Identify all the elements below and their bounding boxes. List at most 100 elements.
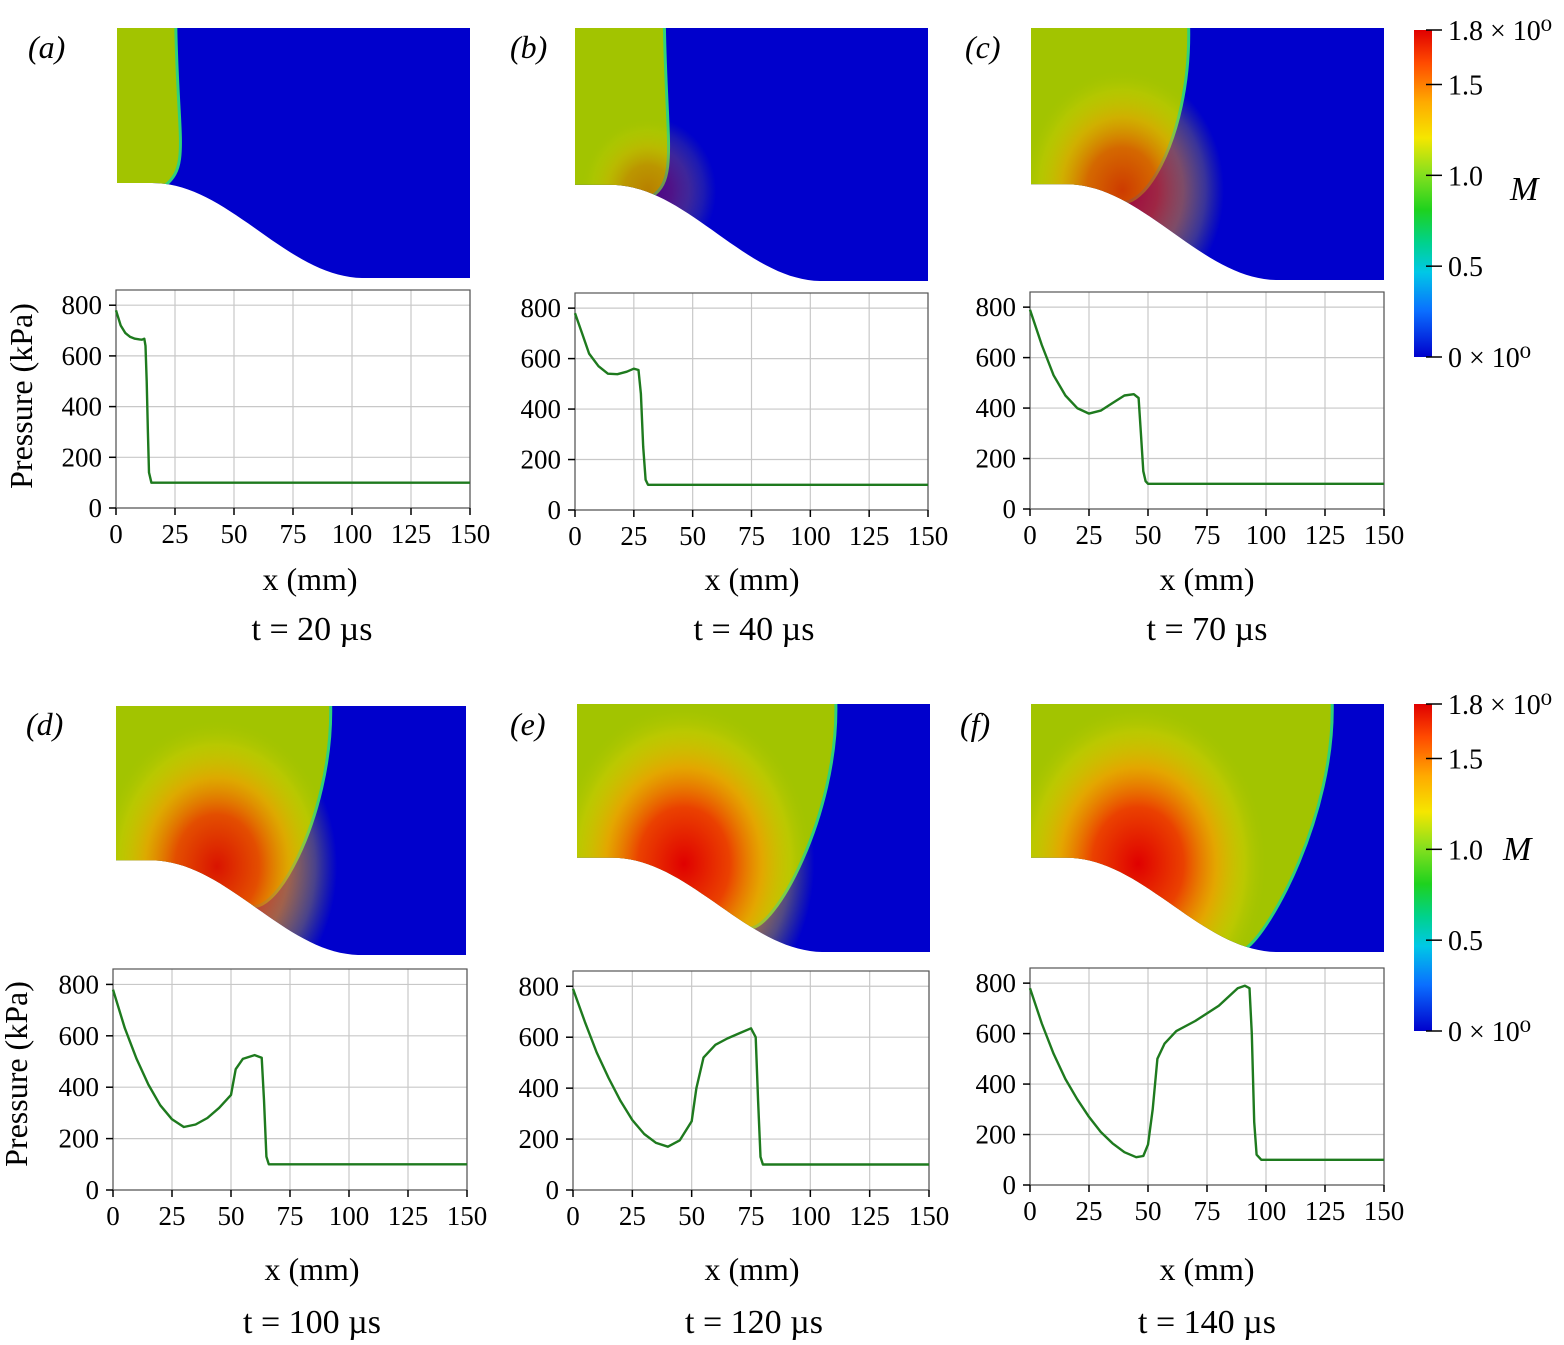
x-tick-label: 25	[620, 521, 647, 551]
y-tick-label: 400	[59, 1072, 100, 1102]
pressure-line	[114, 309, 470, 484]
y-tick-label: 0	[1003, 1170, 1017, 1200]
pressure-line	[571, 988, 929, 1166]
x-tick-label: 75	[1194, 1196, 1221, 1226]
pressure-plot: 0 25 50 75 100 125 150 0 200 400 600 800	[59, 968, 488, 1231]
time-label: t = 40 µs	[694, 611, 815, 648]
colorbar-tick-label: 1.0	[1448, 835, 1483, 866]
x-tick-label: 25	[159, 1201, 186, 1231]
y-tick-label: 200	[521, 445, 562, 475]
x-tick-label: 50	[679, 521, 706, 551]
x-axis-label: x (mm)	[262, 561, 357, 597]
y-tick-label: 400	[521, 394, 562, 424]
y-tick-label: 600	[519, 1022, 560, 1052]
contour-plot	[575, 28, 928, 281]
x-tick-label: 100	[332, 519, 373, 549]
panel-e: (e) 0 25 50 75 100 125 150 0 200 400 600 800 x (mm)…	[510, 704, 949, 1341]
colorbar-tick-label: 0 × 10⁰	[1448, 1017, 1531, 1048]
x-tick-label: 0	[1023, 1196, 1037, 1226]
y-tick-label: 200	[62, 442, 103, 472]
y-tick-label: 800	[59, 969, 100, 999]
high-mach-core	[577, 704, 815, 952]
shock-front	[1244, 704, 1334, 950]
x-tick-label: 50	[218, 1201, 245, 1231]
x-tick-label: 50	[678, 1201, 705, 1231]
shock-front	[163, 28, 182, 187]
pressure-plot: 0 25 50 75 100 125 150 0 200 400 600 800	[521, 292, 949, 551]
y-tick-label: 0	[546, 1175, 560, 1205]
colorbar-label: M	[1509, 171, 1540, 208]
time-label: t = 20 µs	[252, 611, 373, 648]
x-tick-label: 100	[790, 521, 831, 551]
y-tick-label: 0	[86, 1175, 100, 1205]
pressure-line	[1028, 984, 1384, 1161]
colorbar-ticks: 1.8 × 10⁰ 1.5 1.0 0.5 0 × 10⁰	[1426, 16, 1552, 374]
colorbar-tick-label: 1.8 × 10⁰	[1448, 16, 1552, 47]
x-tick-label: 125	[849, 1201, 890, 1231]
x-tick-label: 50	[221, 519, 248, 549]
y-tick-label: 200	[59, 1124, 100, 1154]
x-tick-label: 150	[1364, 520, 1405, 550]
time-label: t = 100 µs	[243, 1304, 381, 1341]
colorbar-tick-label: 1.5	[1448, 745, 1483, 776]
x-tick-label: 25	[1076, 520, 1103, 550]
x-tick-label: 50	[1135, 1196, 1162, 1226]
panel-a: (a) 0 25 50 75 100 125 150 0 200 400 600 800 x (mm)…	[3, 28, 490, 648]
driver-gas-region	[117, 28, 181, 278]
contour-plot	[116, 706, 466, 955]
x-axis-label: x (mm)	[704, 1251, 799, 1287]
y-axis-label: Pressure (kPa)	[3, 303, 39, 489]
x-tick-label: 75	[280, 519, 307, 549]
x-axis-label: x (mm)	[704, 561, 799, 597]
contour-plot	[577, 704, 930, 952]
y-tick-label: 200	[519, 1124, 560, 1154]
y-tick-label: 600	[59, 1021, 100, 1051]
x-tick-label: 25	[619, 1201, 646, 1231]
contour-plot	[1031, 704, 1384, 952]
x-tick-label: 75	[1194, 520, 1221, 550]
colorbar-tick-label: 1.8 × 10⁰	[1448, 690, 1552, 721]
x-tick-label: 100	[1246, 520, 1287, 550]
colorbar-ticks: 1.8 × 10⁰ 1.5 1.0 0.5 0 × 10⁰	[1426, 690, 1552, 1048]
y-tick-label: 800	[976, 292, 1017, 322]
x-tick-label: 75	[738, 1201, 765, 1231]
y-tick-label: 600	[976, 1019, 1017, 1049]
x-axis-label: x (mm)	[1159, 1251, 1254, 1287]
pressure-line	[1028, 309, 1384, 485]
y-tick-label: 0	[89, 493, 103, 523]
colorbar-tick-label: 0 × 10⁰	[1448, 343, 1531, 374]
panel-label: (e)	[510, 706, 546, 742]
colorbar-tick-label: 0.5	[1448, 252, 1483, 283]
time-label: t = 70 µs	[1147, 611, 1268, 648]
pressure-line	[111, 989, 467, 1166]
x-tick-label: 125	[391, 519, 432, 549]
x-tick-label: 150	[1364, 1196, 1405, 1226]
x-tick-label: 0	[566, 1201, 580, 1231]
x-tick-label: 75	[738, 521, 765, 551]
colorbar-tick-label: 1.5	[1448, 71, 1483, 102]
panel-b: (b) 0 25 50 75 100 125 150 0 200 400 600 800 x (mm)…	[510, 28, 948, 648]
time-label: t = 120 µs	[685, 1304, 823, 1341]
colorbar-label: M	[1502, 831, 1533, 868]
x-axis-label: x (mm)	[1159, 561, 1254, 597]
y-tick-label: 400	[976, 393, 1017, 423]
x-tick-label: 100	[329, 1201, 370, 1231]
x-tick-label: 50	[1135, 520, 1162, 550]
y-tick-label: 800	[976, 968, 1017, 998]
x-tick-label: 150	[908, 521, 949, 551]
panel-c: (c) 0 25 50 75 100 125 150 0 200 400 600 800 x (mm)…	[965, 28, 1404, 648]
y-tick-label: 0	[1003, 494, 1017, 524]
y-tick-label: 400	[519, 1073, 560, 1103]
x-tick-label: 0	[109, 519, 123, 549]
y-tick-label: 600	[976, 343, 1017, 373]
x-tick-label: 100	[1246, 1196, 1287, 1226]
x-tick-label: 0	[1023, 520, 1037, 550]
x-tick-label: 150	[447, 1201, 488, 1231]
panel-label: (a)	[28, 29, 65, 65]
y-tick-label: 600	[521, 344, 562, 374]
x-tick-label: 125	[388, 1201, 429, 1231]
high-mach-core	[1031, 68, 1224, 280]
high-mach-core	[1031, 704, 1269, 952]
x-tick-label: 25	[162, 519, 189, 549]
colorbar-gradient	[1414, 704, 1432, 1031]
